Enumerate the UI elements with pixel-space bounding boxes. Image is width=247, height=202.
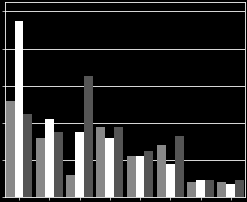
- Bar: [226, 184, 235, 197]
- Bar: [75, 132, 84, 197]
- Bar: [114, 126, 123, 197]
- Bar: [36, 138, 45, 197]
- Bar: [175, 136, 184, 197]
- Bar: [54, 132, 62, 197]
- Bar: [144, 151, 153, 197]
- Bar: [66, 175, 75, 197]
- Bar: [235, 180, 244, 197]
- Bar: [96, 126, 105, 197]
- Bar: [6, 101, 15, 197]
- Bar: [15, 21, 23, 197]
- Bar: [127, 156, 136, 197]
- Bar: [45, 119, 54, 197]
- Bar: [23, 114, 32, 197]
- Bar: [166, 164, 175, 197]
- Bar: [187, 182, 196, 197]
- Bar: [84, 76, 93, 197]
- Bar: [105, 138, 114, 197]
- Bar: [196, 180, 205, 197]
- Bar: [136, 156, 144, 197]
- Bar: [217, 182, 226, 197]
- Bar: [205, 180, 214, 197]
- Bar: [157, 145, 166, 197]
